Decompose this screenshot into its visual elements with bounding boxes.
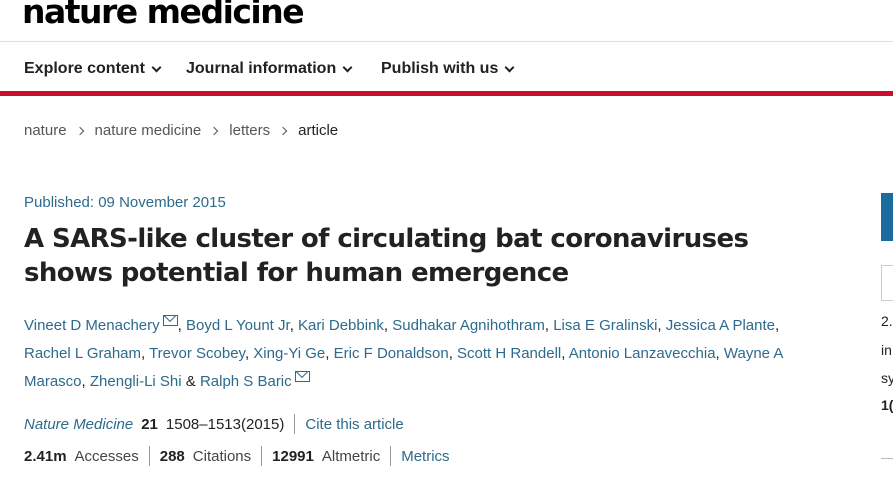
author-separator: , <box>289 317 299 334</box>
author-separator: , <box>383 317 393 334</box>
chevron-right-icon <box>210 126 219 135</box>
author-separator: , <box>244 345 254 362</box>
nav-explore-content-label: Explore content <box>24 60 145 77</box>
main-navigation: Explore content Journal information Publ… <box>0 42 893 96</box>
author-link[interactable]: Eric F Donaldson <box>333 345 449 362</box>
author-link[interactable]: Scott H Randell <box>457 345 562 362</box>
author-link[interactable]: Antonio Lanzavecchia <box>568 345 716 362</box>
author-link[interactable]: Sudhakar Agnihothram <box>392 317 545 334</box>
breadcrumb-nature[interactable]: nature <box>24 122 67 139</box>
author-link[interactable]: Vineet D Menachery <box>24 317 160 334</box>
nav-explore-content[interactable]: Explore content <box>24 60 162 78</box>
article-title-line-2: shows potential for human emergence <box>24 258 569 288</box>
email-icon[interactable] <box>294 371 310 382</box>
sidebar-divider <box>881 458 893 459</box>
author-separator: , <box>141 345 150 362</box>
email-icon[interactable] <box>162 315 178 326</box>
chevron-down-icon <box>151 62 162 72</box>
sidebar-text-line: 1( <box>881 397 893 413</box>
article-title: A SARS-like cluster of circulating bat c… <box>24 222 784 290</box>
author-link[interactable]: Jessica A Plante <box>665 317 775 334</box>
nav-publish-with-us-label: Publish with us <box>381 60 499 77</box>
journal-name: Nature Medicine <box>24 415 134 433</box>
breadcrumb-nature-medicine[interactable]: nature medicine <box>94 122 202 139</box>
divider <box>148 446 150 466</box>
published-date: Published: 09 November 2015 <box>24 194 226 211</box>
site-header: nature medicine <box>0 0 893 42</box>
chevron-down-icon <box>342 62 353 72</box>
breadcrumb: nature nature medicine letters article <box>24 122 338 139</box>
breadcrumb-letters[interactable]: letters <box>229 122 271 139</box>
site-logo[interactable]: nature medicine <box>22 0 305 31</box>
author-separator: , <box>448 345 458 362</box>
sidebar-text-line: 2. <box>881 313 893 329</box>
author-link[interactable]: Boyd L Yount Jr <box>185 317 290 334</box>
sidebar-secondary-button[interactable] <box>881 265 893 301</box>
journal-pages: 1508–1513(2015) <box>165 415 285 433</box>
chevron-right-icon <box>278 126 288 135</box>
author-separator: , <box>325 345 334 362</box>
author-link[interactable]: Ralph S Baric <box>199 373 292 390</box>
chevron-down-icon <box>504 62 515 72</box>
divider <box>294 414 296 434</box>
sidebar-text-line: in <box>881 342 892 358</box>
journal-volume: 21 <box>141 415 158 433</box>
author-link[interactable]: Xing-Yi Ge <box>253 345 326 362</box>
author-list: Vineet D Menachery, Boyd L Yount Jr, Kar… <box>24 312 784 396</box>
citations-label: Citations <box>192 447 252 465</box>
citation-line: Nature Medicine 21 1508–1513(2015) Cite … <box>24 414 404 434</box>
citations-count: 288 <box>159 447 185 465</box>
article-title-line-1: A SARS-like cluster of circulating bat c… <box>24 224 749 254</box>
sidebar-download-button[interactable] <box>881 193 893 241</box>
author-link[interactable]: Rachel L Graham <box>24 345 141 362</box>
breadcrumb-article: article <box>298 122 339 139</box>
accesses-count: 2.41m <box>24 447 67 465</box>
divider <box>261 446 263 466</box>
author-separator: , <box>561 345 569 362</box>
author-link[interactable]: Trevor Scobey <box>149 345 245 362</box>
author-link[interactable]: Lisa E Gralinski <box>553 317 658 334</box>
nav-journal-information-label: Journal information <box>186 60 337 77</box>
nav-publish-with-us[interactable]: Publish with us <box>381 60 515 78</box>
altmetric-label: Altmetric <box>321 447 381 465</box>
author-link[interactable]: Zhengli-Li Shi <box>89 373 182 390</box>
author-separator: , <box>657 317 666 334</box>
author-link[interactable]: Wayne A Marasco <box>24 345 783 390</box>
nav-journal-information[interactable]: Journal information <box>186 60 353 78</box>
author-separator: , <box>775 317 780 334</box>
sidebar-text-line: sy <box>881 370 893 386</box>
author-separator: , <box>177 317 186 334</box>
accesses-label: Accesses <box>74 447 139 465</box>
author-link[interactable]: Kari Debbink <box>298 317 384 334</box>
altmetric-score: 12991 <box>272 447 314 465</box>
chevron-right-icon <box>75 126 84 135</box>
author-separator: , <box>715 345 724 362</box>
divider <box>390 446 392 466</box>
metrics-link[interactable]: Metrics <box>401 447 450 465</box>
author-separator: , <box>544 317 554 334</box>
cite-this-article-link[interactable]: Cite this article <box>305 415 404 433</box>
article-metrics: 2.41m Accesses 288 Citations 12991 Altme… <box>24 446 450 466</box>
author-separator: , <box>81 373 90 390</box>
author-final-separator: & <box>181 373 200 390</box>
